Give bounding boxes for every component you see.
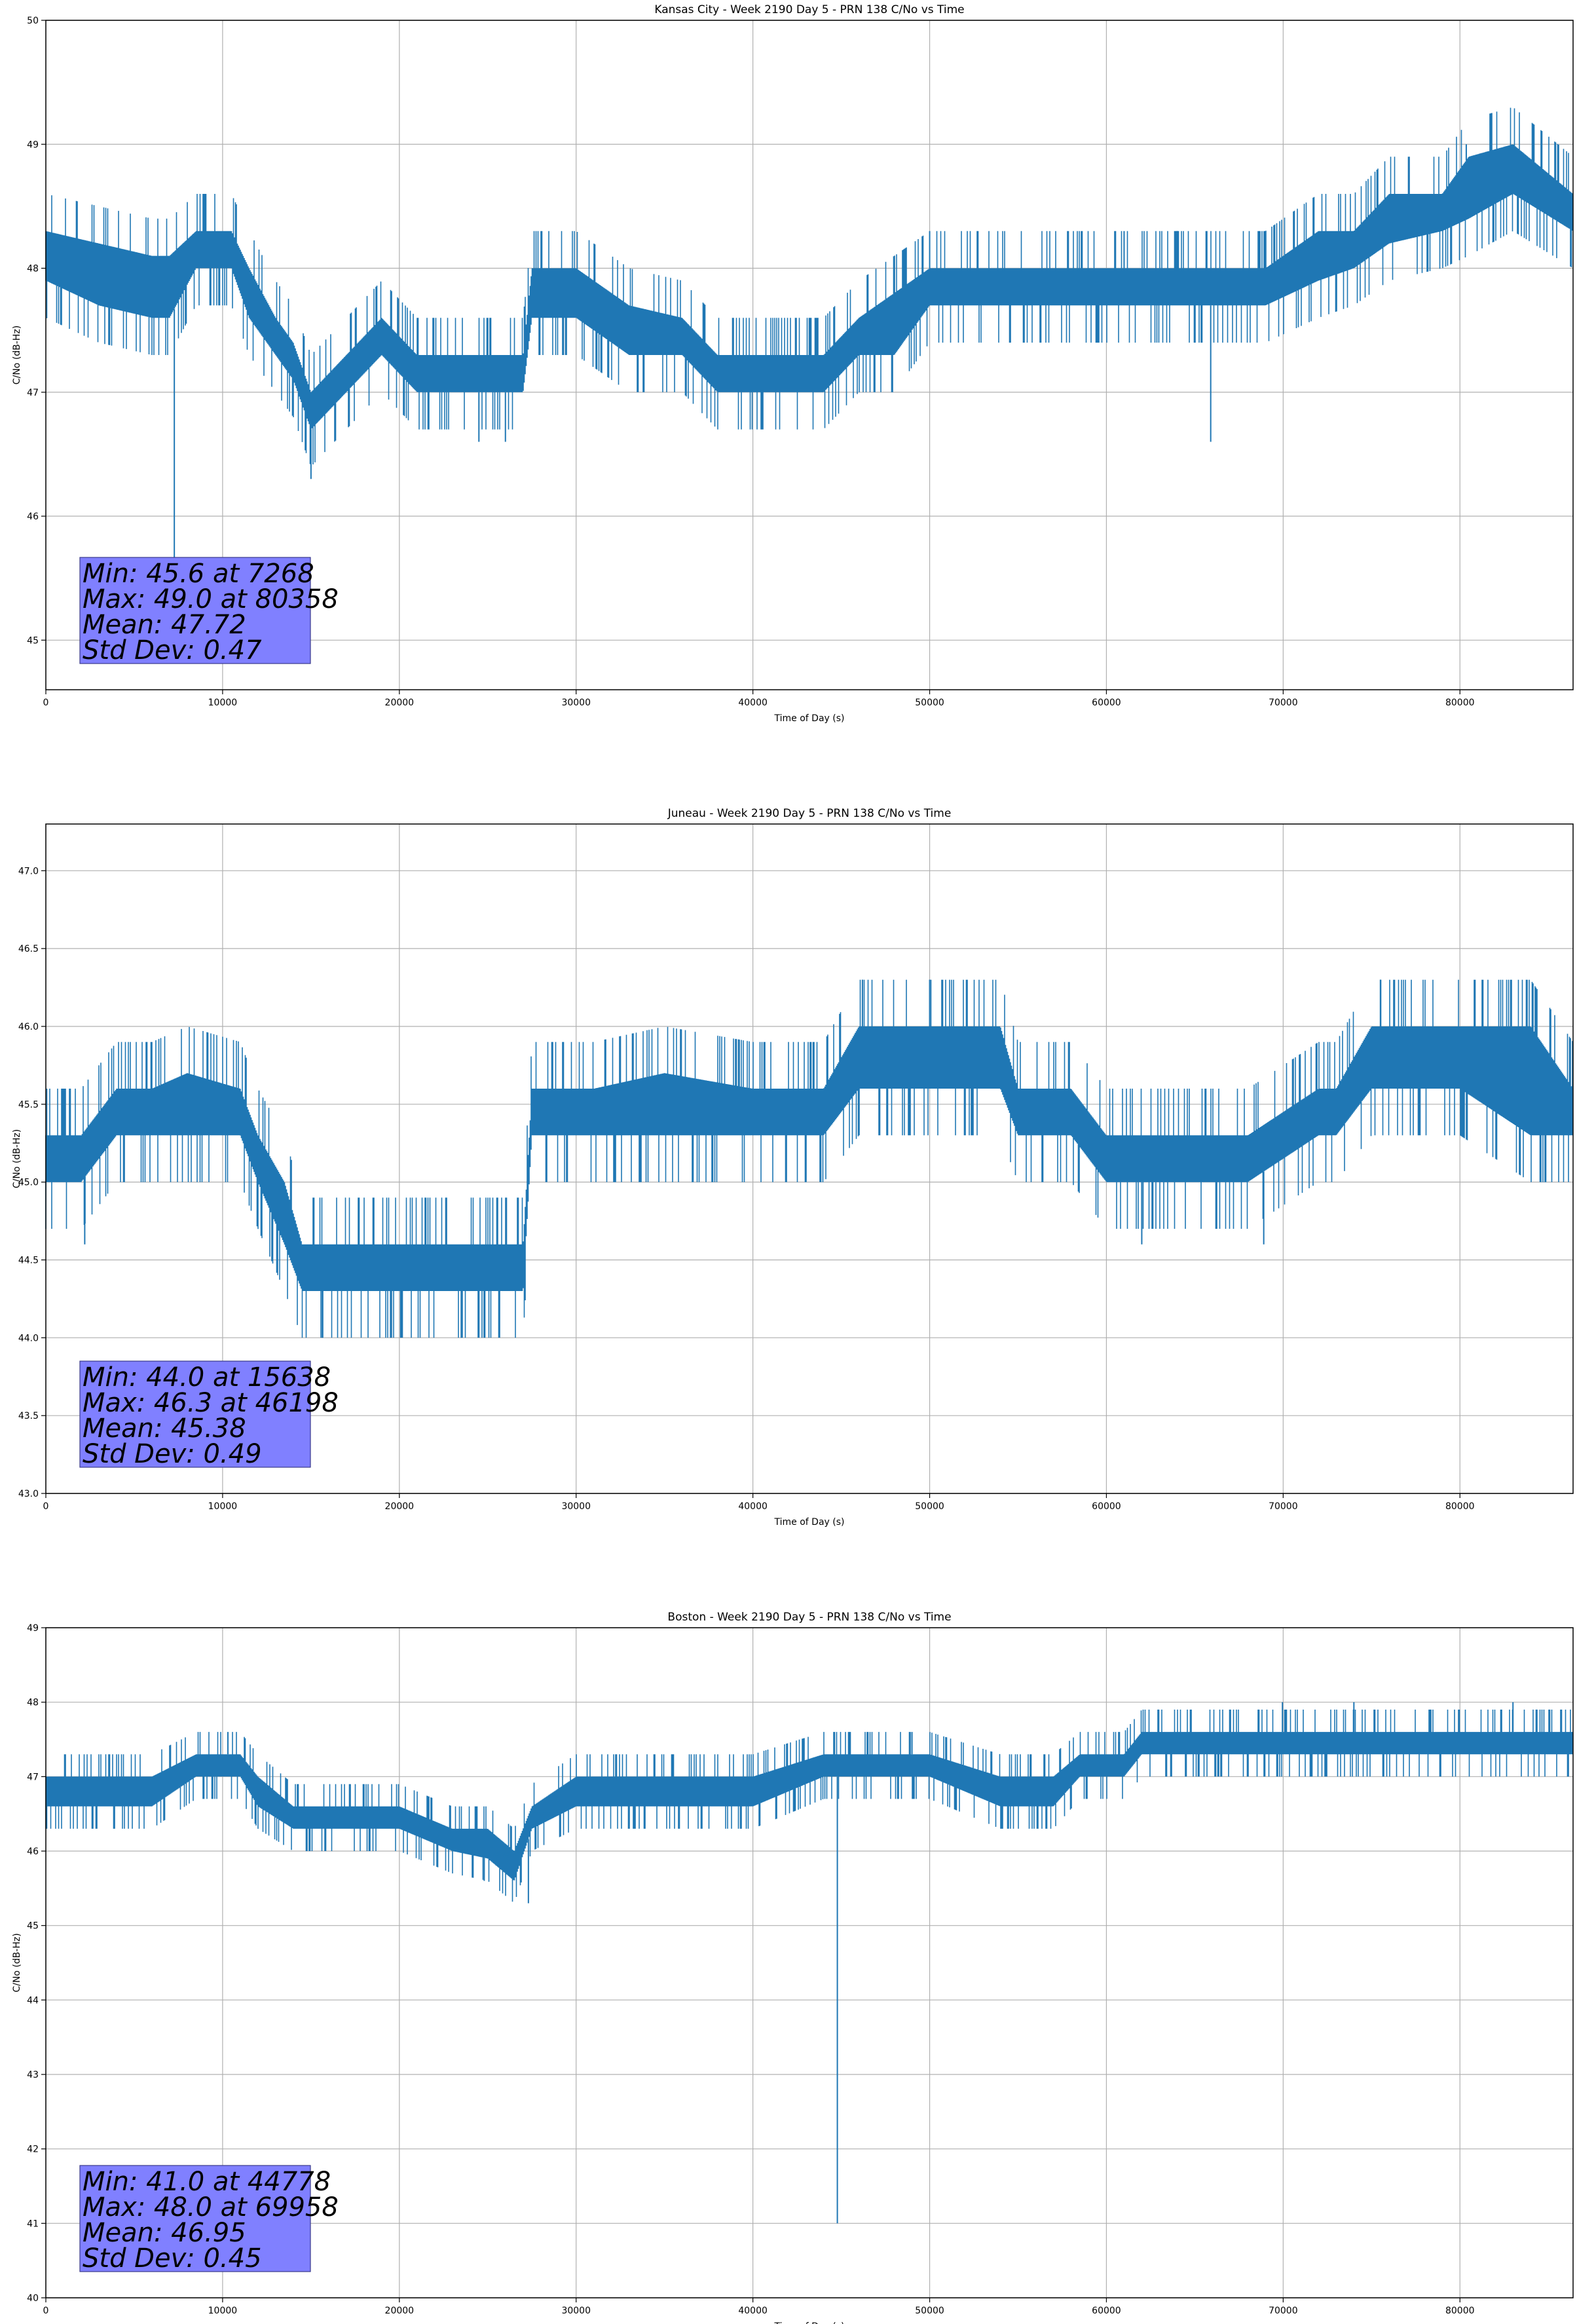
chart-panel-3: 0 10000 20000 30000 40000 50000 60000 70000 8000… — [12, 1611, 1574, 2324]
y-axis-label: C/No (dB-Hz) — [12, 326, 22, 384]
x-tick-label: 0 — [43, 698, 49, 708]
x-tick-label: 50000 — [915, 1501, 944, 1512]
chart-panel-1: 0 10000 20000 30000 40000 50000 60000 70000 8000… — [12, 3, 1574, 724]
x-tick-label: 30000 — [561, 1501, 591, 1512]
x-tick-label: 10000 — [208, 1501, 238, 1512]
x-tick-label: 80000 — [1445, 2306, 1475, 2316]
stats-line: Std Dev: 0.49 — [83, 1439, 262, 1469]
x-tick-label: 50000 — [915, 698, 944, 708]
x-tick-label: 60000 — [1092, 1501, 1121, 1512]
y-tick-label: 44.0 — [18, 1333, 39, 1343]
stats-line: Min: 41.0 at 44778 — [83, 2167, 331, 2197]
y-tick-label: 43.5 — [18, 1411, 39, 1421]
chart-title: Juneau - Week 2190 Day 5 - PRN 138 C/No … — [667, 807, 952, 820]
y-tick-label: 45 — [27, 1921, 39, 1932]
stats-box — [79, 557, 311, 664]
y-tick-label: 46.5 — [18, 944, 39, 954]
stats-line: Mean: 46.95 — [83, 2218, 246, 2248]
x-tick-label: 80000 — [1445, 698, 1475, 708]
x-tick-label: 50000 — [915, 2306, 944, 2316]
x-tick-label: 40000 — [738, 1501, 768, 1512]
stats-box — [79, 2165, 311, 2272]
y-tick-label: 44 — [27, 1995, 39, 2006]
y-tick-label: 45.0 — [18, 1178, 39, 1188]
stats-box — [79, 1360, 311, 1468]
stats-line: Max: 46.3 at 46198 — [83, 1388, 339, 1418]
x-tick-label: 40000 — [738, 698, 768, 708]
x-tick-label: 20000 — [385, 698, 415, 708]
y-tick-label: 42 — [27, 2145, 39, 2155]
y-tick-label: 49 — [27, 1623, 39, 1634]
x-tick-label: 20000 — [385, 2306, 415, 2316]
x-tick-label: 40000 — [738, 2306, 768, 2316]
x-axis-label: Time of Day (s) — [774, 713, 845, 724]
x-tick-label: 70000 — [1269, 698, 1298, 708]
chart-panel-2: 0 10000 20000 30000 40000 50000 60000 70000 8000… — [12, 807, 1574, 1527]
y-tick-label: 47.0 — [18, 866, 39, 876]
y-tick-label: 45.5 — [18, 1100, 39, 1110]
y-tick-label: 40 — [27, 2293, 39, 2304]
stats-line: Min: 45.6 at 7268 — [83, 559, 314, 589]
chart-title: Boston - Week 2190 Day 5 - PRN 138 C/No … — [667, 1611, 951, 1624]
y-tick-label: 48 — [27, 264, 39, 274]
y-tick-label: 46.0 — [18, 1022, 39, 1032]
y-tick-label: 46 — [27, 512, 39, 522]
plot-frame — [45, 823, 1574, 1494]
y-tick-label: 47 — [27, 1772, 39, 1782]
y-tick-label: 47 — [27, 388, 39, 398]
stats-line: Std Dev: 0.45 — [83, 2243, 262, 2274]
x-tick-label: 30000 — [561, 698, 591, 708]
y-tick-label: 46 — [27, 1846, 39, 1857]
x-tick-label: 10000 — [208, 2306, 238, 2316]
x-tick-label: 70000 — [1269, 1501, 1298, 1512]
y-tick-label: 44.5 — [18, 1255, 39, 1265]
stats-line: Min: 44.0 at 15638 — [83, 1362, 331, 1393]
data-series-band — [45, 1710, 1573, 1902]
stats-line: Mean: 45.38 — [83, 1414, 246, 1444]
y-axis-label: C/No (dB-Hz) — [12, 1129, 22, 1188]
stats-line: Max: 49.0 at 80358 — [83, 584, 339, 614]
y-tick-label: 43.0 — [18, 1489, 39, 1499]
x-tick-label: 30000 — [561, 2306, 591, 2316]
x-tick-label: 0 — [43, 2306, 49, 2316]
stats-line: Mean: 47.72 — [83, 610, 246, 640]
stats-line: Std Dev: 0.47 — [83, 635, 262, 665]
data-series-band — [45, 107, 1573, 464]
x-tick-label: 80000 — [1445, 1501, 1475, 1512]
x-tick-label: 10000 — [208, 698, 238, 708]
y-tick-label: 41 — [27, 2219, 39, 2229]
x-axis-label: Time of Day (s) — [774, 2321, 845, 2324]
y-tick-label: 50 — [27, 16, 39, 26]
x-axis-label: Time of Day (s) — [774, 1517, 845, 1527]
y-tick-label: 48 — [27, 1698, 39, 1708]
x-tick-label: 20000 — [385, 1501, 415, 1512]
x-tick-label: 70000 — [1269, 2306, 1298, 2316]
y-axis-label: C/No (dB-Hz) — [12, 1933, 22, 1992]
x-tick-label: 60000 — [1092, 2306, 1121, 2316]
plot-frame — [45, 20, 1574, 690]
data-series-band — [45, 979, 1573, 1338]
x-tick-label: 60000 — [1092, 698, 1121, 708]
y-tick-label: 45 — [27, 635, 39, 646]
y-tick-label: 43 — [27, 2070, 39, 2080]
x-tick-label: 0 — [43, 1501, 49, 1512]
plot-frame — [45, 1627, 1574, 2298]
y-tick-label: 49 — [27, 140, 39, 150]
stats-line: Max: 48.0 at 69958 — [83, 2192, 339, 2222]
chart-title: Kansas City - Week 2190 Day 5 - PRN 138 … — [654, 3, 964, 16]
